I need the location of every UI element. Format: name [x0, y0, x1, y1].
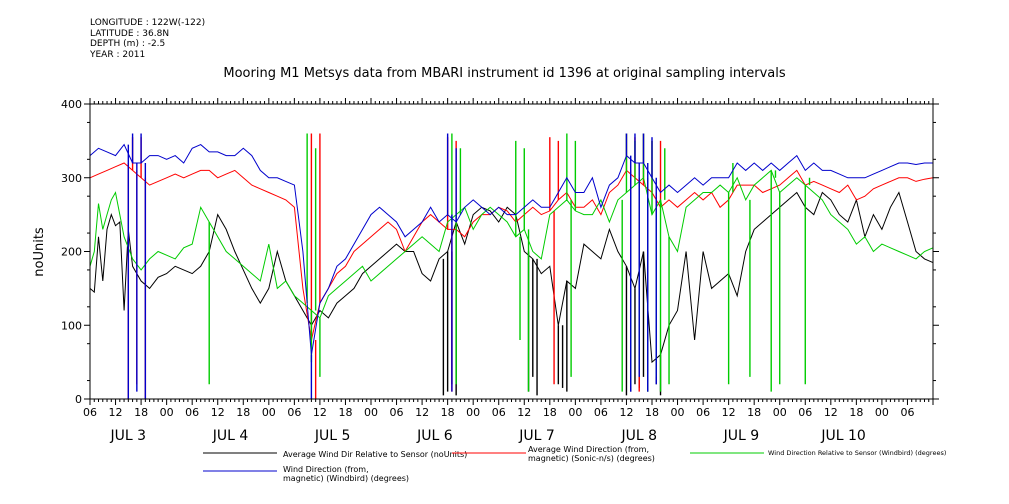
- depth-label: DEPTH (m) : -2.5: [90, 39, 166, 49]
- longitude-label: LONGITUDE : 122W(-122): [90, 18, 206, 28]
- x-tick-label: 12: [313, 406, 327, 419]
- legend-label-3: Wind Direction (from, magnetic) (Windbird…: [283, 465, 409, 483]
- latitude-label: LATITUDE : 36.8N: [90, 28, 170, 39]
- x-tick-label: 06: [696, 406, 710, 419]
- x-tick-label: 00: [568, 406, 582, 419]
- x-tick-label: 00: [262, 406, 276, 419]
- x-day-label: JUL 6: [416, 428, 453, 444]
- x-tick-label: 18: [747, 406, 761, 419]
- x-day-label: JUL 8: [620, 428, 657, 444]
- x-tick-label: 00: [466, 406, 480, 419]
- x-tick-label: 18: [236, 406, 250, 419]
- metadata-block: LONGITUDE : 122W(-122) LATITUDE : 36.8N …: [90, 18, 205, 60]
- y-tick-label: 200: [61, 246, 82, 259]
- x-day-label: JUL 10: [820, 428, 865, 444]
- x-tick-label: 18: [645, 406, 659, 419]
- x-tick-label: 12: [109, 406, 123, 419]
- plot-frame: [89, 103, 934, 400]
- x-tick-label: 18: [849, 406, 863, 419]
- x-day-label: JUL 4: [212, 428, 249, 444]
- legend-label-line: Average Wind Direction (from,: [528, 445, 649, 454]
- x-tick-label: 00: [773, 406, 787, 419]
- x-tick-label: 06: [390, 406, 404, 419]
- series-line-1: [89, 162, 934, 341]
- x-tick-label: 00: [160, 406, 174, 419]
- series-line-3: [89, 143, 933, 355]
- legend-label-line: Wind Direction (from,: [283, 465, 369, 474]
- plot-series: [89, 133, 934, 399]
- x-tick-label: 00: [364, 406, 378, 419]
- x-tick-label: 18: [441, 406, 455, 419]
- y-tick-label: 0: [75, 393, 82, 406]
- x-tick-label: 12: [415, 406, 429, 419]
- x-tick-label: 06: [185, 406, 199, 419]
- x-tick-label: 12: [722, 406, 736, 419]
- x-tick-label: 00: [875, 406, 889, 419]
- series-line-2: [89, 169, 934, 319]
- legend-label-1: Average Wind Direction (from, magnetic) (…: [528, 445, 655, 463]
- x-tick-label: 18: [134, 406, 148, 419]
- x-tick-label: 06: [287, 406, 301, 419]
- y-tick-label: 100: [61, 319, 82, 332]
- year-label: YEAR : 2011: [90, 49, 146, 60]
- series-line-0: [89, 191, 934, 364]
- legend-label-0: Average Wind Dir Relative to Sensor (noU…: [283, 450, 467, 459]
- x-tick-label: 06: [900, 406, 914, 419]
- x-tick-label: 18: [338, 406, 352, 419]
- x-day-label: JUL 3: [110, 428, 147, 444]
- plot-axes: 0 100 200 300 400 06 12 18 00 06 12 18 00 06 12 18 00 06 1…: [61, 98, 939, 444]
- x-day-label: JUL 5: [314, 428, 351, 444]
- legend-label-line: magnetic) (Sonic-n/s) (degrees): [528, 454, 655, 463]
- y-tick-label: 400: [61, 98, 82, 111]
- x-tick-label: 00: [671, 406, 685, 419]
- x-tick-label: 12: [619, 406, 633, 419]
- legend-label-line: magnetic) (Windbird) (degrees): [283, 474, 409, 483]
- legend: Average Wind Dir Relative to Sensor (noU…: [203, 445, 946, 483]
- x-tick-label: 06: [83, 406, 97, 419]
- y-axis-label: noUnits: [32, 227, 47, 277]
- x-tick-label: 06: [594, 406, 608, 419]
- x-day-label: JUL 9: [723, 428, 760, 444]
- x-tick-label: 06: [798, 406, 812, 419]
- y-tick-label: 300: [61, 172, 82, 185]
- x-tick-label: 18: [543, 406, 557, 419]
- x-tick-label: 06: [492, 406, 506, 419]
- x-tick-label: 12: [211, 406, 225, 419]
- chart-title: Mooring M1 Metsys data from MBARI instru…: [223, 66, 786, 81]
- x-tick-label: 12: [824, 406, 838, 419]
- x-day-label: JUL 7: [518, 428, 555, 444]
- legend-label-2: Wind Direction Relative to Sensor (Windb…: [768, 449, 946, 457]
- x-tick-label: 12: [517, 406, 531, 419]
